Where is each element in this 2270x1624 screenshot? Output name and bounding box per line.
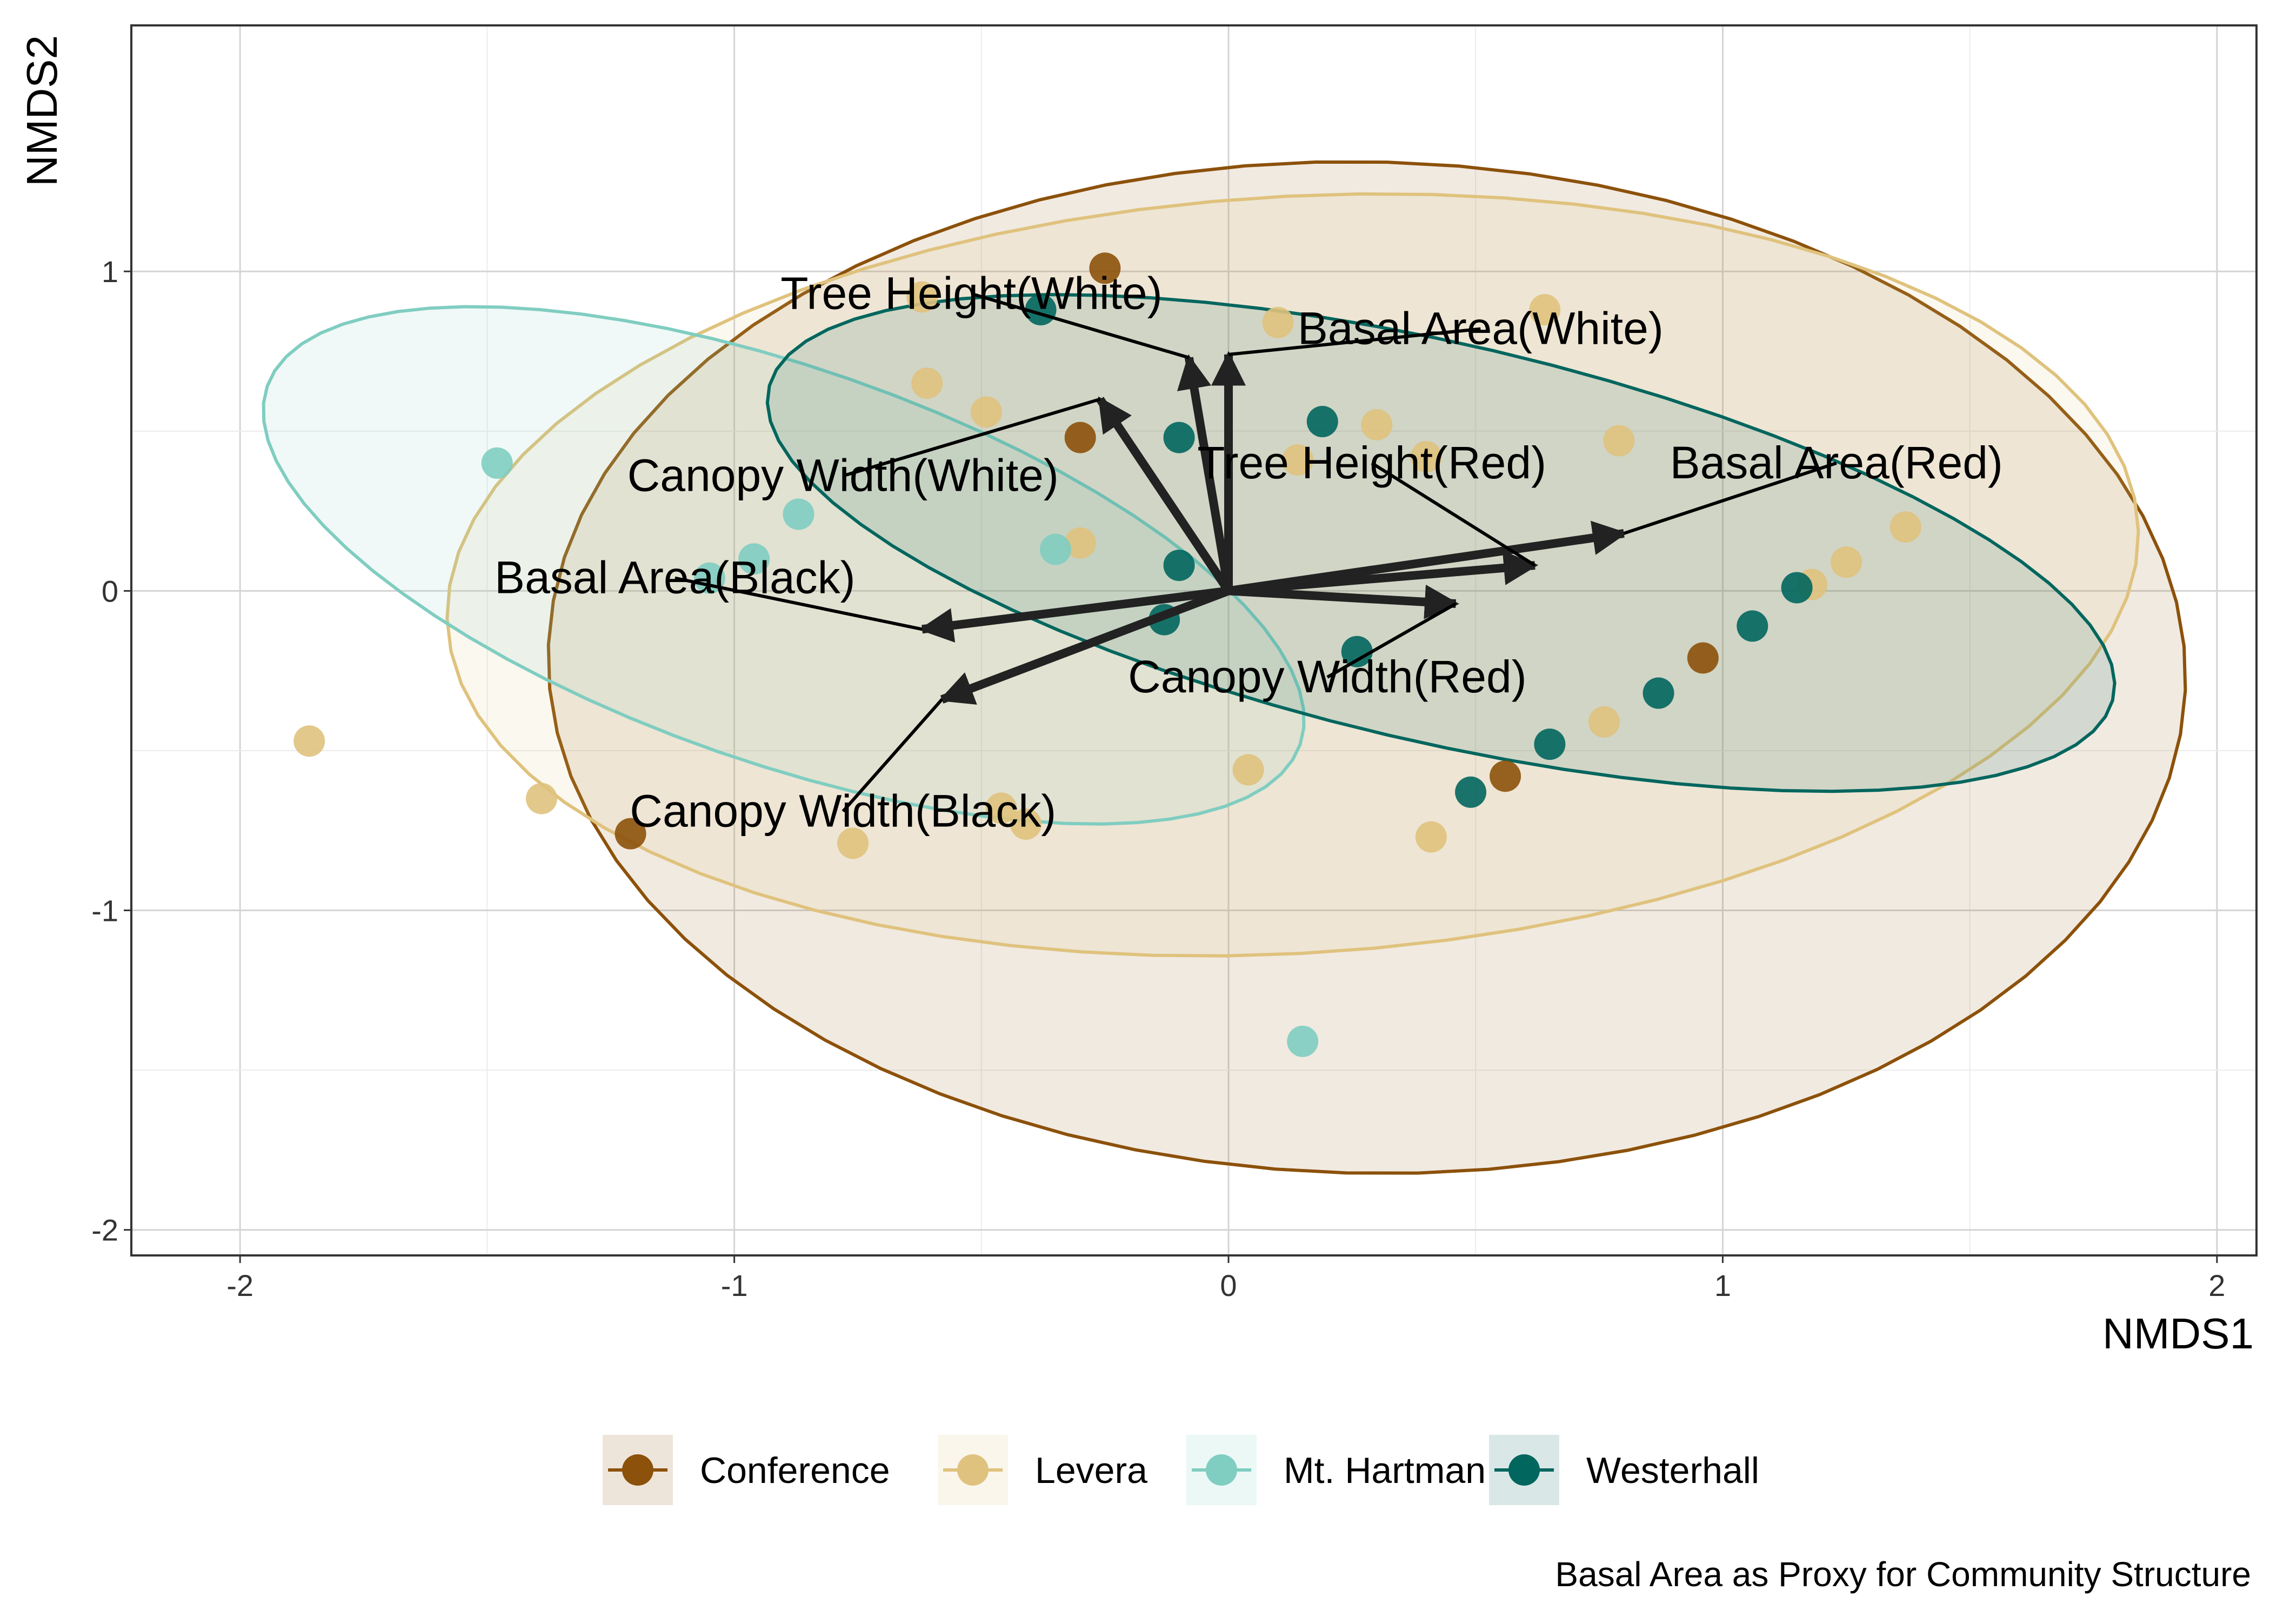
point-levera <box>1262 306 1294 338</box>
y-tick-label: -1 <box>91 894 118 928</box>
vector-basal-area-black- <box>918 586 1230 643</box>
legend-dot-levera <box>957 1454 989 1486</box>
vector-canopy-width-black- <box>938 586 1230 705</box>
point-levera <box>970 396 1002 428</box>
y-tick-label: 0 <box>102 574 118 608</box>
point-levera <box>1010 808 1042 840</box>
x-axis-title: NMDS1 <box>2102 1309 2254 1358</box>
legend-label-mt-hartman: Mt. Hartman <box>1284 1450 1486 1491</box>
vector-label-tree-height-red-: Tree Height(Red) <box>1197 437 1546 488</box>
vector-label-canopy-width-red-: Canopy Width(Red) <box>1128 651 1527 702</box>
vector-leader-basal-area-black- <box>675 576 923 631</box>
point-westerhall <box>1643 677 1674 709</box>
point-levera <box>906 281 938 313</box>
legend-item-levera: Levera <box>938 1435 1147 1505</box>
point-levera <box>1282 444 1314 476</box>
point-mt-hartman <box>738 543 770 575</box>
point-levera <box>1361 409 1393 440</box>
vector-label-tree-height-white-: Tree Height(White) <box>780 268 1162 319</box>
point-levera <box>1415 821 1447 853</box>
point-levera <box>1410 441 1442 473</box>
ellipse-mt-hartman <box>262 305 1306 826</box>
legend-label-levera: Levera <box>1035 1450 1147 1491</box>
point-levera <box>1603 425 1635 457</box>
point-levera <box>1588 706 1620 738</box>
point-westerhall <box>1306 406 1338 438</box>
point-mt-hartman <box>481 447 513 479</box>
point-conference <box>1089 252 1121 284</box>
point-mt-hartman <box>1287 1025 1319 1057</box>
point-levera <box>837 827 869 859</box>
vector-tree-height-white- <box>1177 354 1233 592</box>
vector-label-basal-area-black-: Basal Area(Black) <box>495 552 856 603</box>
point-levera <box>1831 546 1862 578</box>
point-westerhall <box>1341 636 1373 667</box>
x-tick-label: 1 <box>1714 1268 1731 1302</box>
legend-label-westerhall: Westerhall <box>1586 1450 1759 1491</box>
legend-item-mt-hartman: Mt. Hartman <box>1186 1435 1486 1505</box>
legend: Conference Levera Mt. Hartman Westerhall <box>603 1435 1759 1505</box>
x-tick-label: -2 <box>226 1268 253 1302</box>
x-tick-label: -1 <box>721 1268 748 1302</box>
x-tick-label: 0 <box>1220 1268 1237 1302</box>
point-conference <box>1064 422 1096 453</box>
legend-dot-mt-hartman <box>1206 1454 1237 1486</box>
axis-ticks: -2 -1 0 1 2 -2 -1 0 1 <box>91 255 2225 1302</box>
point-levera <box>1890 511 1921 543</box>
point-westerhall <box>1455 776 1487 808</box>
y-tick-label: -2 <box>91 1213 118 1247</box>
point-levera <box>911 367 943 399</box>
vector-leader-canopy-width-red- <box>1326 602 1457 679</box>
env-vectors <box>918 351 1627 705</box>
vector-canopy-width-red- <box>1228 584 1460 619</box>
point-westerhall <box>1737 610 1768 642</box>
point-levera <box>1064 527 1096 559</box>
point-mt-hartman <box>1039 533 1071 565</box>
y-axis-title: NMDS2 <box>18 35 66 186</box>
point-westerhall <box>1534 729 1566 760</box>
legend-dot-westerhall <box>1508 1454 1540 1486</box>
point-levera <box>293 725 325 757</box>
legend-dot-conference <box>622 1454 653 1486</box>
vector-label-basal-area-white-: Basal Area(White) <box>1298 303 1664 354</box>
point-conference <box>1490 760 1521 792</box>
vector-leader-tree-height-white- <box>971 292 1190 359</box>
vector-leader-basal-area-white- <box>1228 327 1481 356</box>
point-westerhall <box>1163 422 1195 453</box>
vector-leader-canopy-width-white- <box>842 397 1101 478</box>
legend-item-conference: Conference <box>603 1435 890 1505</box>
legend-item-westerhall: Westerhall <box>1489 1435 1759 1505</box>
point-levera <box>1529 294 1561 326</box>
point-levera <box>985 792 1017 824</box>
vector-leader-basal-area-red- <box>1623 462 1837 535</box>
vector-labels: Tree Height(White) Basal Area(White) Canop… <box>495 268 2003 837</box>
legend-label-conference: Conference <box>700 1450 890 1491</box>
vector-leader-tree-height-red- <box>1371 462 1536 567</box>
confidence-ellipses <box>262 160 2187 1175</box>
point-levera <box>525 783 557 814</box>
chart-caption: Basal Area as Proxy for Community Struct… <box>1555 1555 2251 1594</box>
vector-leader-canopy-width-black- <box>842 698 943 813</box>
plot-background <box>131 25 2256 1255</box>
point-westerhall <box>1781 572 1813 604</box>
x-tick-label: 2 <box>2208 1268 2225 1302</box>
vector-label-basal-area-red-: Basal Area(Red) <box>1670 437 2003 488</box>
point-mt-hartman <box>783 498 814 530</box>
point-levera <box>1232 754 1264 786</box>
ellipse-levera <box>445 192 2140 958</box>
point-westerhall <box>1163 550 1195 582</box>
point-conference <box>1687 642 1719 674</box>
plot-border <box>130 24 2258 1257</box>
y-tick-label: 1 <box>102 255 118 289</box>
point-conference <box>615 818 646 850</box>
vector-label-canopy-width-white-: Canopy Width(White) <box>627 450 1059 501</box>
vector-label-canopy-width-black-: Canopy Width(Black) <box>630 785 1056 836</box>
vector-canopy-width-white- <box>1096 396 1232 593</box>
ellipse-conference <box>546 160 2187 1175</box>
vector-basal-area-red- <box>1227 520 1627 596</box>
site-points <box>293 252 1921 1057</box>
